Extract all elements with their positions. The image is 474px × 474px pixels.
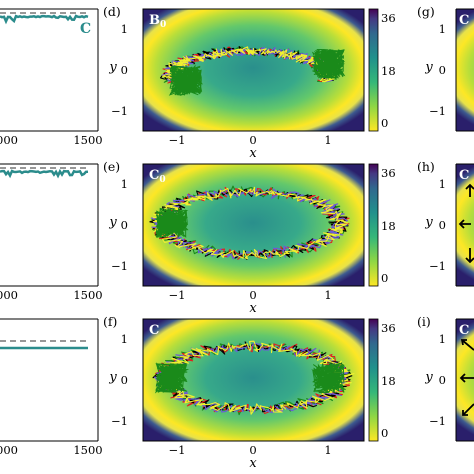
colorbar-tick-e-0: 0 xyxy=(381,271,388,285)
series-label-a: C xyxy=(80,21,91,37)
inset-label-e: C0 xyxy=(149,168,166,185)
series-line-b xyxy=(0,168,89,179)
y-tick-e-0: 0 xyxy=(121,218,128,232)
arrow-left-icon xyxy=(458,219,471,229)
y-tick-f-1: 1 xyxy=(121,332,128,346)
colorbar-tick-d-18: 18 xyxy=(381,64,396,78)
trajectories-d xyxy=(159,46,346,97)
tick-label-a-1500: 1500 xyxy=(73,133,102,147)
heatmap-field-g xyxy=(456,10,474,126)
x-tick-d-1: 1 xyxy=(324,133,331,147)
panel-label-e: (e) xyxy=(103,159,120,174)
y-tick-i-neg1: −1 xyxy=(429,414,446,428)
y-tick-e-1: 1 xyxy=(121,177,128,191)
colorbar-tick-f-36: 36 xyxy=(381,321,396,335)
tick-label-b-partial: 000 xyxy=(0,288,18,302)
x-axis-label-f: x xyxy=(249,456,257,471)
y-tick-g-0: 0 xyxy=(439,63,446,77)
panel-c: 000 1500 xyxy=(0,318,103,457)
x-tick-e-neg1: −1 xyxy=(169,288,186,302)
x-tick-f-neg1: −1 xyxy=(169,443,186,457)
colorbar-d xyxy=(368,8,379,132)
colorbar-e xyxy=(368,163,379,287)
inset-label-d: B0 xyxy=(149,13,166,30)
y-axis-label-e: y xyxy=(108,215,117,230)
colorbar-tick-d-0: 0 xyxy=(381,116,388,130)
y-axis-label-d: y xyxy=(108,60,117,75)
series-line-a xyxy=(0,14,89,25)
panel-label-g: (g) xyxy=(417,4,435,19)
arrow-field-h xyxy=(458,183,474,264)
y-tick-f-0: 0 xyxy=(121,373,128,387)
panel-i: (i) C 1 0 −1 y xyxy=(417,314,474,442)
y-tick-g-neg1: −1 xyxy=(429,104,446,118)
y-tick-i-1: 1 xyxy=(439,332,446,346)
y-tick-h-neg1: −1 xyxy=(429,259,446,273)
y-tick-h-0: 0 xyxy=(439,218,446,232)
cluster-d-1 xyxy=(168,64,204,97)
cluster-d-0 xyxy=(310,48,346,81)
panel-g: (g) C 1 0 −1 y xyxy=(417,4,474,132)
colorbar-tick-f-18: 18 xyxy=(381,374,396,388)
y-tick-d-neg1: −1 xyxy=(111,104,128,118)
trajectories-e xyxy=(149,185,350,260)
tick-label-a-partial: 000 xyxy=(0,133,18,147)
cluster-e-0 xyxy=(155,207,189,239)
colorbar-tick-d-36: 36 xyxy=(381,11,396,25)
arrow-down-left-icon xyxy=(462,403,474,416)
colorbar-tick-e-36: 36 xyxy=(381,166,396,180)
panel-label-f: (f) xyxy=(103,314,117,329)
tick-label-c-partial: 000 xyxy=(0,443,18,457)
inset-label-g: C xyxy=(459,13,469,28)
colorbar-tick-f-0: 0 xyxy=(381,426,388,440)
arrow-left-icon xyxy=(459,373,474,383)
panel-label-d: (d) xyxy=(103,4,121,19)
panel-label-i: (i) xyxy=(417,314,431,329)
x-tick-d-0: 0 xyxy=(249,133,256,147)
tick-label-b-1500: 1500 xyxy=(73,288,102,302)
panel-h: (h) C 1 0 −1 y xyxy=(417,159,474,287)
panel-b: 000 1500 xyxy=(0,163,103,302)
y-tick-i-0: 0 xyxy=(439,373,446,387)
x-tick-e-1: 1 xyxy=(324,288,331,302)
panel-label-h: (h) xyxy=(417,159,435,174)
x-tick-d-neg1: −1 xyxy=(169,133,186,147)
x-axis-label-d: x xyxy=(249,146,257,161)
y-axis-label-i: y xyxy=(424,370,433,385)
y-tick-d-0: 0 xyxy=(121,63,128,77)
colorbar-f xyxy=(368,318,379,442)
y-tick-g-1: 1 xyxy=(439,22,446,36)
tick-label-c-1500: 1500 xyxy=(73,443,102,457)
panel-e: (e) C0 1 0 −1 y −1 0 1 x 36 18 0 xyxy=(103,159,396,316)
panel-d: (d) B0 1 0 −1 y −1 0 1 x 36 18 0 xyxy=(103,4,396,161)
arrow-up-left-icon xyxy=(460,339,474,351)
y-tick-f-neg1: −1 xyxy=(111,414,128,428)
inset-label-h: C xyxy=(459,168,469,183)
y-axis-label-g: y xyxy=(424,60,433,75)
trajectories-f xyxy=(152,340,355,416)
x-axis-label-e: x xyxy=(249,301,257,316)
arrow-up-icon xyxy=(465,183,474,197)
y-tick-e-neg1: −1 xyxy=(111,259,128,273)
inset-label-f: C xyxy=(149,323,159,338)
panel-f: (f) C 1 0 −1 y −1 0 1 x 36 18 0 xyxy=(103,314,396,471)
x-tick-f-0: 0 xyxy=(249,443,256,457)
heatmap-field-d xyxy=(143,9,364,131)
x-tick-f-1: 1 xyxy=(324,443,331,457)
cluster-f-0 xyxy=(154,362,190,394)
trajectory-e-4 xyxy=(152,186,349,260)
y-tick-d-1: 1 xyxy=(121,22,128,36)
inset-label-i: C xyxy=(459,323,469,338)
y-axis-label-f: y xyxy=(108,370,117,385)
cluster-f-1 xyxy=(311,362,345,393)
panel-a: C 000 1500 xyxy=(0,8,103,147)
y-tick-h-1: 1 xyxy=(439,177,446,191)
arrow-down-icon xyxy=(465,248,474,264)
y-axis-label-h: y xyxy=(424,215,433,230)
x-tick-e-0: 0 xyxy=(249,288,256,302)
arrow-field-i xyxy=(459,339,474,416)
colorbar-tick-e-18: 18 xyxy=(381,219,396,233)
